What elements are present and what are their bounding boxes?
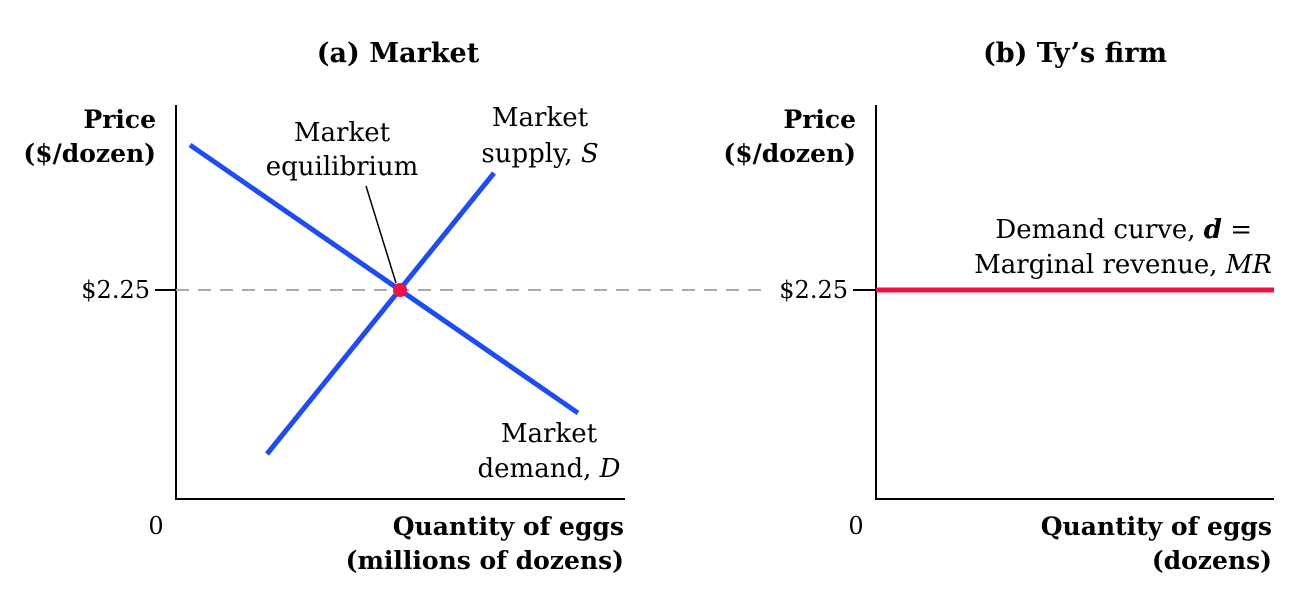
market-x-axis-label-line1: Quantity of eggs: [393, 512, 624, 541]
firm-curve-label-line1: Demand curve, d =: [995, 215, 1252, 245]
supply-label-line1: Market: [492, 103, 589, 133]
firm-x-axis-label-line1: Quantity of eggs: [1041, 512, 1272, 541]
market-origin-label: 0: [148, 512, 163, 540]
market-demand-curve: [188, 142, 580, 416]
firm-curve-label-equals: =: [1222, 215, 1252, 245]
firm-curve-label-mr-prefix: Marginal revenue,: [974, 250, 1226, 280]
supply-label-symbol: S: [581, 139, 599, 169]
supply-label-line2: supply, S: [481, 139, 598, 169]
demand-label-symbol: D: [599, 454, 621, 484]
demand-label-line2: demand, D: [478, 454, 621, 484]
market-price-tick-label: $2.25: [81, 276, 150, 304]
firm-y-axis-label-line2: ($/dozen): [723, 139, 856, 168]
market-x-axis-label-line2: (millions of dozens): [346, 546, 624, 575]
market-y-axis-label-line2: ($/dozen): [23, 139, 156, 168]
demand-label-line1: Market: [501, 419, 598, 449]
market-panel-title: (a) Market: [317, 38, 480, 69]
firm-panel-title: (b) Ty’s firm: [983, 38, 1167, 69]
demand-label-prefix: demand,: [478, 454, 600, 484]
firm-curve-label-d-symbol: d: [1204, 215, 1222, 245]
firm-curve-label-prefix: Demand curve,: [995, 215, 1203, 245]
firm-y-axis-label-line1: Price: [783, 105, 856, 134]
equilibrium-point: [393, 283, 407, 297]
firm-curve-label-line2: Marginal revenue, MR: [974, 250, 1272, 280]
firm-price-tick-label: $2.25: [779, 276, 848, 304]
equilibrium-label-line2: equilibrium: [266, 152, 419, 182]
firm-x-axis-label-line2: (dozens): [1152, 546, 1272, 575]
firm-curve-label-mr-symbol: MR: [1225, 250, 1272, 280]
equilibrium-label-line1: Market: [294, 118, 391, 148]
supply-label-prefix: supply,: [481, 139, 580, 169]
firm-origin-label: 0: [848, 512, 863, 540]
equilibrium-pointer-line: [365, 185, 397, 284]
market-y-axis-label-line1: Price: [83, 105, 156, 134]
market-supply-curve: [265, 171, 496, 456]
